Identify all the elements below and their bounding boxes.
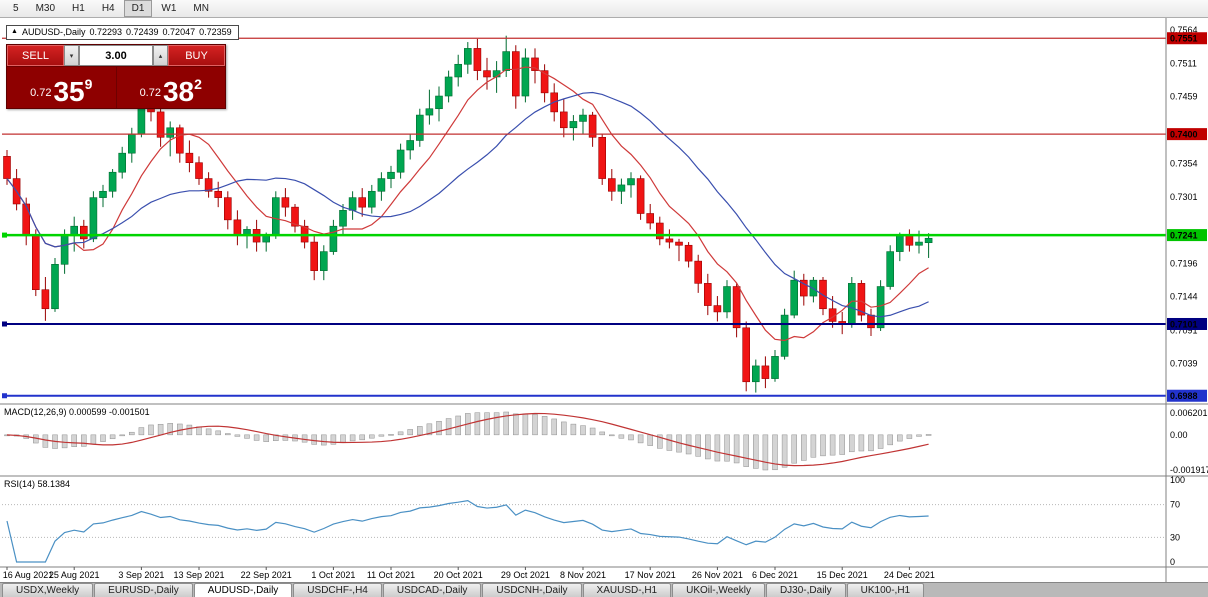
tab-usdchf-h4[interactable]: USDCHF-,H4: [293, 583, 382, 597]
trade-panel-prices: 0.72 35 9 0.72 38 2: [7, 66, 225, 108]
tab-usdcnh-daily[interactable]: USDCNH-,Daily: [482, 583, 582, 597]
sell-price-big: 35: [53, 76, 85, 108]
svg-text:0.7301: 0.7301: [1170, 192, 1198, 202]
sell-price-base: 0.72: [30, 87, 52, 99]
high-value: 0.72439: [126, 27, 159, 37]
svg-text:30: 30: [1170, 532, 1180, 542]
svg-text:0.6988: 0.6988: [1170, 391, 1198, 401]
timeframe-m30-button[interactable]: M30: [35, 3, 56, 14]
svg-text:17 Nov 2021: 17 Nov 2021: [625, 570, 676, 580]
svg-text:8 Nov 2021: 8 Nov 2021: [560, 570, 606, 580]
tab-usdx-weekly[interactable]: USDX,Weekly: [2, 583, 94, 597]
svg-text:24 Dec 2021: 24 Dec 2021: [884, 570, 935, 580]
svg-text:0.006201: 0.006201: [1170, 408, 1208, 418]
volume-decrease-button[interactable]: ▾: [64, 45, 79, 66]
svg-text:0.7354: 0.7354: [1170, 158, 1198, 168]
timeframe-d1-button[interactable]: D1: [123, 0, 153, 17]
volume-input[interactable]: 3.00: [79, 45, 153, 66]
svg-text:3 Sep 2021: 3 Sep 2021: [118, 570, 164, 580]
svg-text:0.7196: 0.7196: [1170, 259, 1198, 269]
open-value: 0.72293: [89, 27, 122, 37]
svg-text:0.7039: 0.7039: [1170, 358, 1198, 368]
svg-text:0.7564: 0.7564: [1170, 25, 1198, 35]
svg-text:0.7144: 0.7144: [1170, 292, 1198, 302]
svg-text:0.7241: 0.7241: [1170, 231, 1198, 241]
timeframe-m5-button[interactable]: 5: [13, 3, 19, 14]
sell-price-display[interactable]: 0.72 35 9: [7, 67, 116, 108]
volume-increase-button[interactable]: ▴: [153, 45, 168, 66]
buy-button[interactable]: BUY: [168, 45, 225, 66]
svg-text:22 Sep 2021: 22 Sep 2021: [241, 570, 292, 580]
symbol-marker-icon[interactable]: ▲: [11, 28, 18, 35]
one-click-trading-panel: SELL ▾ 3.00 ▴ BUY 0.72 35 9 0.72 38: [6, 44, 226, 109]
rsi-layer: 100 70 30 0: [2, 475, 1185, 567]
chart-ohlc-header: ▲ AUDUSD-,Daily 0.72293 0.72439 0.72047 …: [6, 25, 239, 40]
svg-text:100: 100: [1170, 475, 1185, 485]
svg-text:0.7400: 0.7400: [1170, 130, 1198, 140]
svg-text:0.7101: 0.7101: [1170, 319, 1198, 329]
svg-text:6 Dec 2021: 6 Dec 2021: [752, 570, 798, 580]
rsi-indicator-label: RSI(14) 58.1384: [4, 479, 71, 489]
timeframe-mn-button[interactable]: MN: [193, 3, 209, 14]
tab-eurusd-daily[interactable]: EURUSD-,Daily: [94, 583, 193, 597]
svg-text:13 Sep 2021: 13 Sep 2021: [173, 570, 224, 580]
trade-panel-controls: SELL ▾ 3.00 ▴ BUY: [7, 45, 225, 66]
chart-tab-bar: USDX,Weekly EURUSD-,Daily AUDUSD-,Daily …: [0, 582, 1208, 597]
candlestick-layer: [3, 35, 933, 393]
timeframe-h4-button[interactable]: H4: [101, 3, 115, 14]
buy-price-display[interactable]: 0.72 38 2: [115, 67, 226, 108]
svg-text:20 Oct 2021: 20 Oct 2021: [434, 570, 483, 580]
tab-audusd-daily[interactable]: AUDUSD-,Daily: [193, 583, 293, 597]
moving-average-layer: [6, 66, 929, 342]
svg-text:29 Oct 2021: 29 Oct 2021: [501, 570, 550, 580]
chevron-up-icon: ▴: [158, 52, 163, 60]
buy-price-big: 38: [162, 76, 195, 108]
svg-text:26 Nov 2021: 26 Nov 2021: [692, 570, 743, 580]
tab-uk100-h1[interactable]: UK100-,H1: [846, 583, 925, 597]
buy-price-base: 0.72: [139, 87, 161, 99]
hline-layer: [2, 37, 1166, 399]
buy-price-pip: 2: [194, 76, 202, 92]
tab-dj30-daily[interactable]: DJ30-,Daily: [765, 583, 846, 597]
price-chart[interactable]: 0.7564 0.7511 0.7459 0.7354 0.7301 0.7196 0.71…: [0, 18, 1208, 582]
tab-usdcad-daily[interactable]: USDCAD-,Daily: [382, 583, 482, 597]
timeframe-w1-button[interactable]: W1: [161, 3, 177, 14]
svg-text:70: 70: [1170, 500, 1180, 510]
svg-text:11 Oct 2021: 11 Oct 2021: [367, 570, 415, 580]
svg-text:16 Aug 2021: 16 Aug 2021: [3, 570, 54, 580]
tab-ukoil-weekly[interactable]: UKOil-,Weekly: [672, 583, 765, 597]
svg-text:0.7091: 0.7091: [1170, 325, 1198, 335]
svg-text:0.00: 0.00: [1170, 430, 1188, 440]
tab-xauusd-h1[interactable]: XAUUSD-,H1: [582, 583, 672, 597]
svg-text:0: 0: [1170, 557, 1175, 567]
svg-text:1 Oct 2021: 1 Oct 2021: [311, 570, 355, 580]
chevron-down-icon: ▾: [69, 52, 74, 60]
low-value: 0.72047: [162, 27, 196, 37]
chart-area[interactable]: 0.7564 0.7511 0.7459 0.7354 0.7301 0.7196 0.71…: [0, 18, 1208, 582]
svg-text:0.7551: 0.7551: [1170, 34, 1198, 44]
sell-price-pip: 9: [84, 76, 93, 92]
axis-layer: 0.7564 0.7511 0.7459 0.7354 0.7301 0.7196 0.71…: [0, 18, 1208, 582]
close-value: 0.72359: [199, 27, 232, 37]
macd-layer: 0.006201 0.00 -0.001917: [4, 408, 1208, 475]
svg-text:0.7459: 0.7459: [1170, 92, 1198, 102]
svg-text:15 Dec 2021: 15 Dec 2021: [817, 570, 868, 580]
sell-button[interactable]: SELL: [7, 45, 64, 66]
svg-text:-0.001917: -0.001917: [1170, 465, 1208, 475]
symbol-timeframe-label: AUDUSD-,Daily: [21, 27, 86, 37]
svg-text:25 Aug 2021: 25 Aug 2021: [49, 570, 100, 580]
svg-text:0.7511: 0.7511: [1170, 59, 1197, 69]
timeframe-h1-button[interactable]: H1: [72, 3, 85, 14]
macd-indicator-label: MACD(12,26,9) 0.000599 -0.001501: [4, 407, 150, 417]
timeframe-toolbar: 5 M30 H1 H4 D1 W1 MN: [0, 0, 1208, 18]
